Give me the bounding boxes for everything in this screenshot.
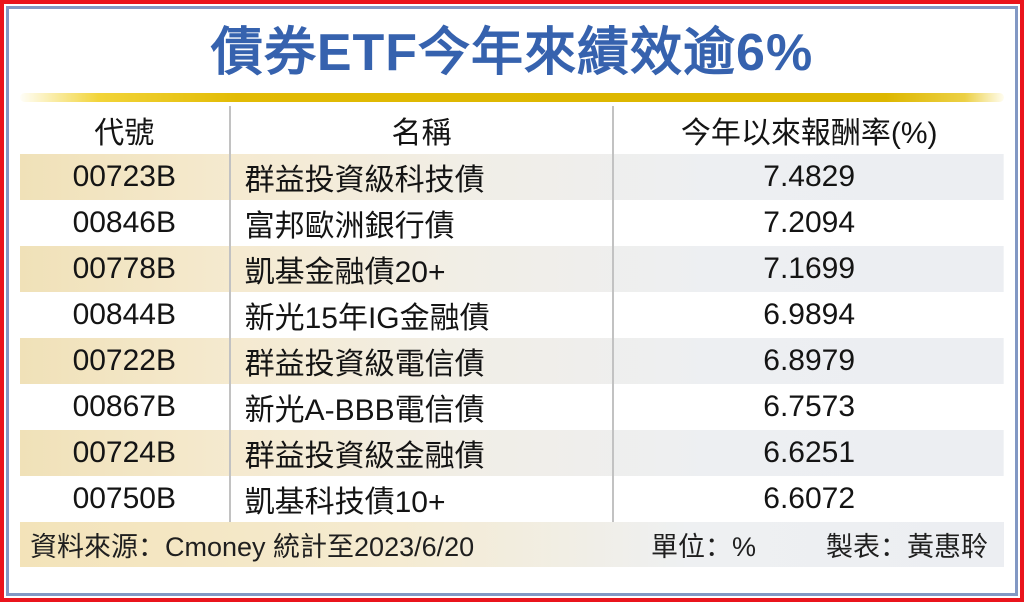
cell-return: 7.4829: [612, 154, 1004, 200]
cell-code: 00723B: [72, 160, 176, 193]
cell-name: 新光15年IG金融債: [228, 292, 614, 338]
table-row: 00723B 群益投資級科技債 7.4829: [20, 154, 1004, 200]
etf-table: 代號 名稱 今年以來報酬率(%) 00723B 群益投資級科技債 7.4829 …: [20, 106, 1004, 522]
cell-code: 00846B: [72, 206, 176, 239]
cell-name: 富邦歐洲銀行債: [228, 200, 614, 246]
table-row: 00724B 群益投資級金融債 6.6251: [20, 430, 1004, 476]
table-row: 00722B 群益投資級電信債 6.8979: [20, 338, 1004, 384]
cell-return: 7.2094: [612, 200, 1004, 246]
cell-return: 6.6251: [612, 430, 1004, 476]
gold-divider-bar: [20, 93, 1004, 102]
cell-code: 00844B: [72, 298, 176, 331]
cell-return: 6.9894: [612, 292, 1004, 338]
source-note: 資料來源：Cmoney 統計至2023/6/20: [30, 532, 475, 562]
credit-note: 製表：黃惠聆: [826, 532, 988, 562]
cell-return: 7.1699: [612, 246, 1004, 292]
table-body: 00723B 群益投資級科技債 7.4829 00846B 富邦歐洲銀行債 7.…: [20, 154, 1004, 522]
cell-code: 00724B: [72, 436, 176, 469]
blue-border-panel: 債券ETF今年來績效逾6% 代號 名稱 今年以來報酬率(%) 00723B 群益…: [6, 6, 1018, 596]
table-footer: 資料來源：Cmoney 統計至2023/6/20 單位：% 製表：黃惠聆: [20, 522, 1004, 567]
page-title: 債券ETF今年來績效逾6%: [210, 24, 814, 82]
header-return: 今年以來報酬率(%): [612, 106, 1004, 154]
cell-name: 群益投資級電信債: [228, 338, 614, 384]
header-code: 代號: [94, 117, 155, 150]
cell-name: 新光A-BBB電信債: [228, 384, 614, 430]
unit-note: 單位：%: [650, 532, 756, 562]
cell-code: 00778B: [72, 252, 176, 285]
cell-code: 00750B: [72, 482, 176, 515]
table-row: 00778B 凱基金融債20+ 7.1699: [20, 246, 1004, 292]
cell-name: 凱基金融債20+: [228, 246, 614, 292]
cell-name: 凱基科技債10+: [228, 476, 614, 522]
cell-return: 6.6072: [612, 476, 1004, 522]
table-row: 00750B 凱基科技債10+ 6.6072: [20, 476, 1004, 522]
cell-name: 群益投資級金融債: [228, 430, 614, 476]
cell-code: 00722B: [72, 344, 176, 377]
table-header-row: 代號 名稱 今年以來報酬率(%): [20, 106, 1004, 154]
cell-return: 6.7573: [612, 384, 1004, 430]
header-name: 名稱: [228, 106, 614, 154]
table-row: 00846B 富邦歐洲銀行債 7.2094: [20, 200, 1004, 246]
cell-code: 00867B: [72, 390, 176, 423]
table-row: 00844B 新光15年IG金融債 6.9894: [20, 292, 1004, 338]
cell-return: 6.8979: [612, 338, 1004, 384]
cell-name: 群益投資級科技債: [228, 154, 614, 200]
table-row: 00867B 新光A-BBB電信債 6.7573: [20, 384, 1004, 430]
